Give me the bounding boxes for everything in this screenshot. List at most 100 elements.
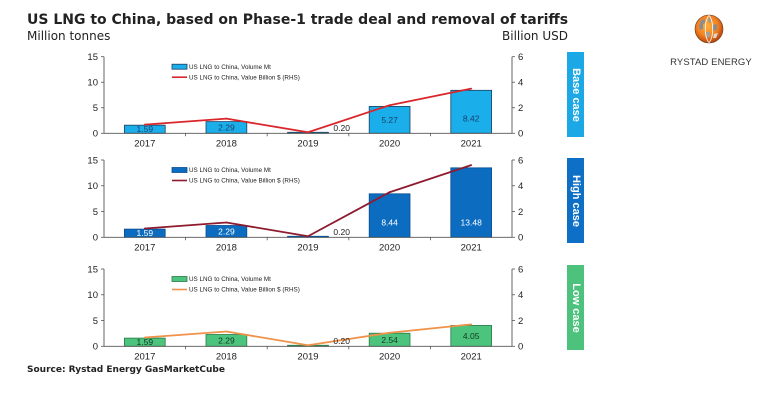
value-line-point — [470, 323, 473, 326]
right-tick-label: 2 — [518, 207, 523, 218]
x-tick-label: 2021 — [461, 138, 482, 149]
left-tick-label: 10 — [87, 78, 98, 89]
x-tick-label: 2021 — [461, 242, 482, 253]
left-tick-label: 5 — [93, 103, 98, 114]
bar-2021 — [450, 89, 492, 134]
base-case-label-text: Base case — [569, 67, 582, 122]
legend-label-value: US LNG to China, Value Billion $ (RHS) — [189, 178, 300, 185]
x-tick-label: 2019 — [297, 351, 318, 362]
data-label: 2.29 — [218, 122, 235, 132]
low-case-chart: 0 5 10 15 0 2 4 6 2017 2018 2019 2020 2021 1.59 2.29 0.… — [87, 264, 523, 362]
left-tick-label: 0 — [93, 233, 98, 244]
legend-label-volume: US LNG to China, Volume Mt — [189, 167, 271, 174]
base-case-label: Base case — [567, 52, 584, 137]
data-label: 2.54 — [381, 335, 398, 345]
right-tick-label: 0 — [518, 233, 523, 244]
value-line-point — [307, 344, 309, 347]
left-tick-label: 15 — [87, 155, 98, 166]
legend-swatch-volume — [171, 167, 188, 173]
data-label: 8.44 — [381, 217, 398, 227]
bar-2021 — [450, 167, 492, 238]
x-tick-label: 2021 — [461, 351, 482, 362]
data-label: 13.48 — [461, 217, 483, 227]
x-tick-label: 2019 — [297, 138, 318, 149]
left-tick-label: 15 — [87, 52, 98, 63]
low-case-label: Low case — [567, 265, 584, 350]
left-tick-label: 5 — [93, 207, 98, 218]
high-case-chart: 0 5 10 15 0 2 4 6 2017 2018 2019 2020 2021 1.59 2.29 0.… — [87, 155, 523, 253]
legend: US LNG to China, Volume Mt US LNG to Chin… — [171, 63, 300, 81]
x-tick-label: 2018 — [216, 138, 237, 149]
bar-2020 — [368, 193, 411, 238]
right-tick-label: 0 — [518, 129, 523, 140]
data-label: 0.20 — [333, 227, 350, 237]
x-tick-label: 2019 — [297, 242, 318, 253]
logo-text: RYSTAD ENERGY — [670, 57, 752, 68]
right-tick-label: 4 — [518, 290, 523, 301]
left-tick-label: 5 — [93, 316, 98, 327]
x-tick-label: 2018 — [216, 351, 237, 362]
left-tick-label: 0 — [93, 342, 98, 353]
value-line-point — [143, 123, 146, 126]
value-line-point — [388, 331, 391, 334]
value-line-point — [143, 336, 146, 339]
x-tick-label: 2020 — [379, 351, 400, 362]
right-tick-label: 6 — [518, 264, 523, 275]
value-line-point — [470, 164, 473, 167]
value-line — [144, 87, 472, 134]
data-label: 5.27 — [381, 115, 398, 125]
x-tick-label: 2017 — [134, 351, 155, 362]
value-line-point — [307, 131, 309, 134]
value-line-point — [225, 330, 228, 333]
right-tick-label: 2 — [518, 316, 523, 327]
left-axis-unit: Million tonnes — [27, 29, 111, 43]
legend-label-value: US LNG to China, Value Billion $ (RHS) — [189, 74, 300, 81]
value-line-point — [143, 227, 146, 230]
right-tick-label: 0 — [518, 342, 523, 353]
right-axis-unit: Billion USD — [502, 29, 568, 43]
legend-swatch-volume — [171, 63, 188, 70]
data-label: 1.59 — [137, 124, 154, 134]
rystad-globe-icon — [694, 14, 724, 44]
value-line — [144, 164, 472, 238]
value-line-point — [225, 117, 228, 120]
value-line — [144, 323, 472, 347]
data-label: 2.29 — [218, 335, 235, 345]
left-tick-label: 10 — [87, 290, 98, 301]
rystad-logo: RYSTAD ENERGY — [664, 11, 754, 73]
value-line-point — [388, 104, 391, 107]
value-line-point — [307, 235, 309, 238]
legend-label-volume: US LNG to China, Volume Mt — [189, 64, 271, 71]
high-case-label: High case — [567, 158, 584, 243]
x-tick-label: 2020 — [379, 242, 400, 253]
left-tick-label: 0 — [93, 129, 98, 140]
data-label: 0.20 — [333, 336, 350, 346]
legend-label-value: US LNG to China, Value Billion $ (RHS) — [189, 287, 300, 294]
x-tick-label: 2017 — [134, 242, 155, 253]
low-case-label-text: Low case — [569, 282, 582, 333]
chart-title: US LNG to China, based on Phase-1 trade … — [27, 12, 569, 28]
right-tick-label: 2 — [518, 103, 523, 114]
right-tick-label: 6 — [518, 155, 523, 166]
value-line-point — [388, 191, 391, 194]
value-line-point — [470, 87, 473, 90]
legend-label-volume: US LNG to China, Volume Mt — [189, 276, 271, 283]
legend: US LNG to China, Volume Mt US LNG to Chin… — [171, 167, 300, 185]
x-tick-label: 2020 — [379, 138, 400, 149]
data-label: 4.05 — [463, 331, 480, 341]
data-label: 0.20 — [333, 123, 350, 133]
right-tick-label: 6 — [518, 52, 523, 63]
left-tick-label: 10 — [87, 181, 98, 192]
high-case-label-text: High case — [569, 174, 582, 227]
data-label: 8.42 — [463, 113, 480, 123]
bar-2020 — [368, 105, 411, 134]
value-line-point — [225, 221, 228, 224]
x-tick-label: 2017 — [134, 138, 155, 149]
legend: US LNG to China, Volume Mt US LNG to Chin… — [171, 276, 300, 294]
base-case-chart: 0 5 10 15 0 2 4 6 2017 2018 2019 2020 2021 1.59 2.29 0.… — [87, 52, 523, 149]
source-note: Source: Rystad Energy GasMarketCube — [27, 365, 225, 375]
data-label: 1.59 — [137, 337, 154, 347]
x-tick-label: 2018 — [216, 242, 237, 253]
left-tick-label: 15 — [87, 264, 98, 275]
